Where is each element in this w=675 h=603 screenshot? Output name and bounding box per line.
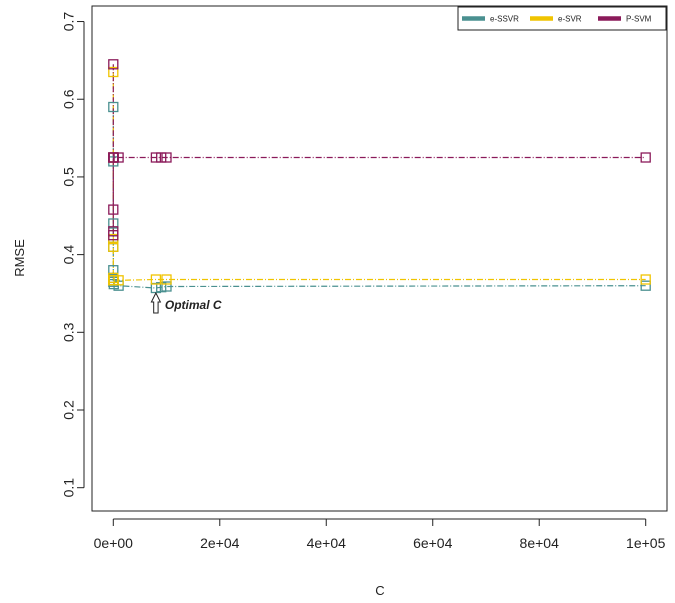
y-axis: 0.1 0.2 0.3 0.4 0.5 0.6 0.7	[61, 12, 85, 498]
data-point-e-ssvr	[640, 280, 651, 291]
y-tick-label: 0.2	[61, 400, 77, 420]
legend: e-SSVR e-SVR P-SVM	[457, 6, 667, 31]
data-point-p-svm	[150, 152, 162, 163]
x-axis: 0e+00 2e+04 4e+04 6e+04 8e+04 1e+05	[94, 518, 666, 551]
y-tick-label: 0.1	[61, 478, 77, 498]
x-tick-label: 2e+04	[200, 535, 240, 551]
data-point-p-svm	[156, 152, 167, 163]
legend-label-e-ssvr: e-SSVR	[490, 15, 519, 24]
y-tick-label: 0.7	[61, 12, 77, 32]
data-point-p-svm	[161, 152, 172, 163]
x-tick-label: 4e+04	[307, 535, 347, 551]
data-point-e-ssvr	[108, 218, 119, 229]
data-point-e-ssvr	[108, 265, 119, 276]
data-point-e-svr	[108, 66, 119, 78]
data-point-e-ssvr	[156, 282, 167, 293]
optimal-c-annotation: Optimal C	[150, 291, 222, 314]
y-tick-label: 0.5	[61, 167, 77, 187]
series-line-e-svr	[112, 72, 646, 281]
series-line-e-ssvr	[112, 107, 646, 289]
y-tick-label: 0.3	[61, 322, 77, 342]
plot-frame	[91, 5, 668, 512]
x-tick-label: 6e+04	[413, 535, 453, 551]
legend-box	[457, 6, 667, 31]
data-point-e-svr	[113, 275, 124, 286]
data-point-e-svr	[640, 274, 651, 285]
x-tick-label: 1e+05	[626, 535, 666, 551]
legend-label-e-svr: e-SVR	[558, 15, 582, 24]
data-point-p-svm	[113, 152, 124, 163]
annotation-text: Optimal C	[165, 298, 222, 312]
series-layer	[112, 64, 646, 289]
data-point-p-svm	[108, 59, 119, 70]
marker-layer	[108, 59, 651, 294]
data-point-e-svr	[161, 274, 172, 285]
data-point-p-svm	[108, 204, 119, 215]
y-tick-label: 0.6	[61, 89, 77, 109]
x-tick-label: 0e+00	[94, 535, 134, 551]
y-axis-label: RMSE	[12, 239, 27, 277]
data-point-e-svr	[150, 274, 162, 285]
data-point-p-svm	[108, 230, 119, 241]
data-point-e-svr	[108, 241, 119, 252]
x-axis-label: C	[375, 583, 384, 598]
series-line-p-svm	[112, 64, 646, 236]
data-point-e-ssvr	[161, 281, 172, 292]
up-arrow-icon	[150, 291, 162, 314]
legend-label-p-svm: P-SVM	[626, 15, 652, 24]
data-point-p-svm	[640, 152, 651, 163]
data-point-e-ssvr	[108, 101, 119, 113]
y-tick-label: 0.4	[61, 245, 77, 265]
x-tick-label: 8e+04	[520, 535, 560, 551]
